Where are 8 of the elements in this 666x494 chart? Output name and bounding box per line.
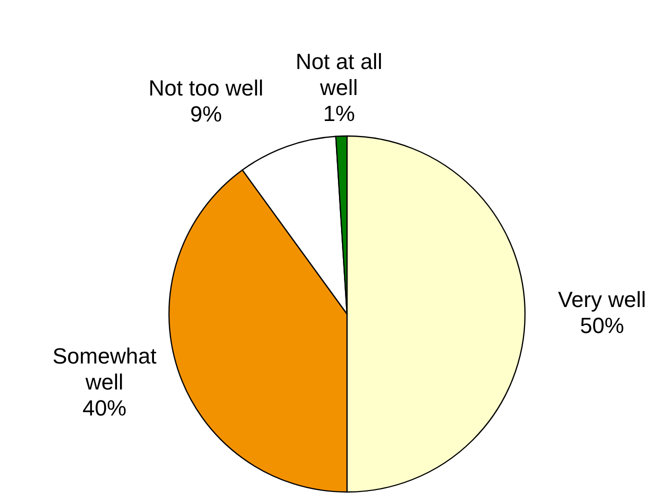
data-label: 40%: [82, 395, 127, 420]
data-label: 1%: [323, 100, 355, 126]
data-label: 9%: [190, 101, 222, 126]
slice-label: Not at all well: [296, 48, 382, 100]
data-label: 50%: [580, 312, 624, 338]
slice-label: Somewhat well: [52, 343, 156, 394]
slice-label: Not too well: [148, 75, 264, 100]
slice-label: Very well: [558, 286, 646, 312]
